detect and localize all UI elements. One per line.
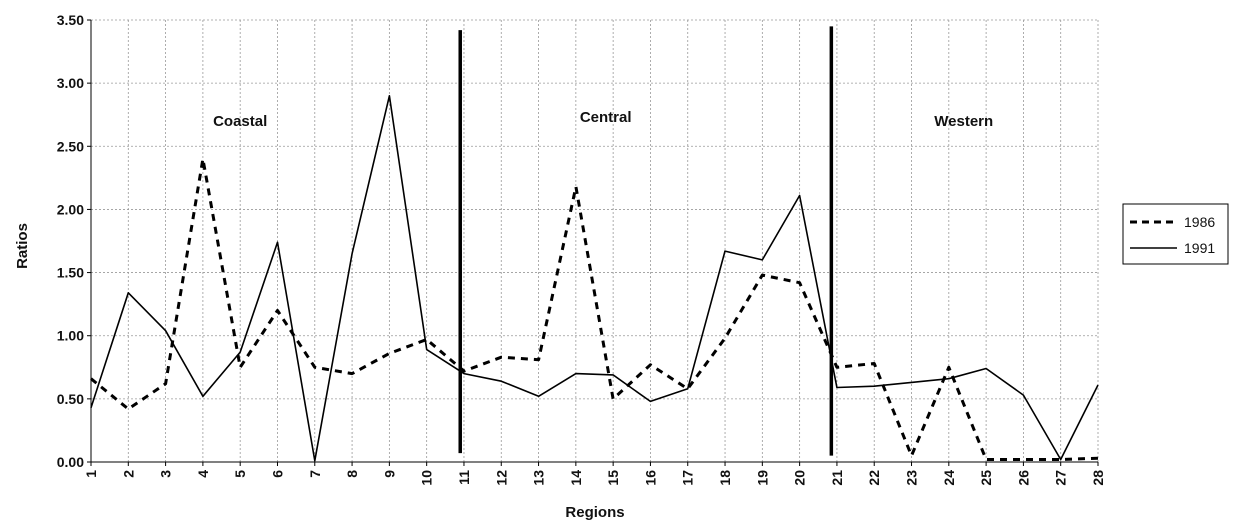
x-tick-label: 12	[493, 470, 509, 486]
y-axis-title: Ratios	[14, 223, 31, 269]
x-tick-label: 3	[158, 470, 174, 478]
series-lines	[90, 95, 1099, 462]
x-tick-label: 8	[344, 470, 360, 478]
y-tick-label: 3.00	[57, 75, 84, 91]
region-dividers	[458, 26, 834, 456]
series-line-1986	[90, 157, 1099, 461]
series-line-1991	[90, 95, 1099, 462]
x-tick-label: 16	[642, 470, 658, 486]
y-tick-label: 0.50	[57, 391, 84, 407]
y-tick-label: 1.50	[57, 265, 84, 281]
x-tick-labels: 1 2 3 4 5 6 7 8 9 10 11 12 13 14 15 16 17 18 19 20 21 22 23 24 2…	[83, 462, 1106, 486]
y-tick-label: 2.50	[57, 138, 84, 154]
x-tick-label: 20	[792, 470, 808, 486]
x-tick-label: 18	[717, 470, 733, 486]
x-tick-label: 28	[1090, 470, 1106, 486]
x-tick-label: 15	[605, 470, 621, 486]
legend-label-1991: 1991	[1184, 240, 1215, 256]
region-label: Western	[934, 113, 993, 130]
x-tick-label: 21	[829, 470, 845, 486]
y-tick-label: 0.00	[57, 454, 84, 470]
x-tick-label: 13	[531, 470, 547, 486]
region-label: Coastal	[213, 113, 267, 130]
y-tick-label: 3.50	[57, 12, 84, 28]
x-tick-label: 27	[1053, 470, 1069, 486]
x-tick-label: 6	[269, 470, 285, 478]
legend-label-1986: 1986	[1184, 214, 1215, 230]
x-tick-label: 5	[232, 470, 248, 478]
x-tick-label: 1	[83, 470, 99, 478]
grid-lines	[90, 19, 1099, 463]
x-tick-label: 24	[941, 470, 957, 486]
y-tick-labels: 0.00 0.50 1.00 1.50 2.00 2.50 3.00 3.50	[57, 12, 91, 470]
region-annotations: Coastal Central Western	[213, 109, 993, 130]
region-label: Central	[580, 109, 632, 126]
legend-box	[1122, 203, 1229, 265]
x-tick-label: 4	[195, 470, 211, 478]
x-tick-label: 10	[419, 470, 435, 486]
x-tick-label: 17	[680, 470, 696, 486]
x-tick-label: 22	[866, 470, 882, 486]
x-tick-label: 19	[754, 470, 770, 486]
y-tick-label: 1.00	[57, 328, 84, 344]
x-axis-title: Regions	[565, 504, 624, 521]
x-tick-label: 2	[120, 470, 136, 478]
x-tick-label: 23	[904, 470, 920, 486]
x-tick-label: 25	[978, 470, 994, 486]
x-tick-label: 9	[381, 470, 397, 478]
x-tick-label: 11	[456, 470, 472, 485]
x-tick-label: 26	[1015, 470, 1031, 486]
x-tick-label: 14	[568, 470, 584, 486]
y-tick-label: 2.00	[57, 201, 84, 217]
legend: 1986 1991	[1122, 203, 1229, 265]
x-tick-label: 7	[307, 470, 323, 478]
